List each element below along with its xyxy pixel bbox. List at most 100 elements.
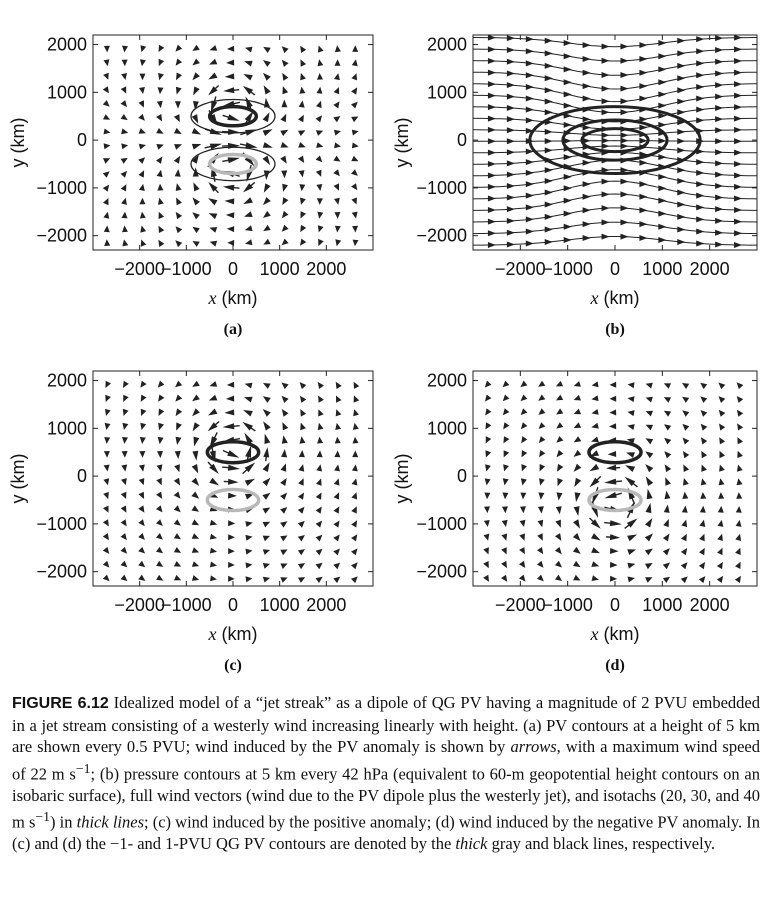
wind-vector (122, 422, 129, 430)
wind-vector (506, 46, 515, 53)
wind-vector (601, 143, 610, 150)
wind-vector (563, 210, 572, 217)
wind-vector (639, 95, 648, 102)
wind-vector (138, 100, 144, 108)
wind-vector (317, 45, 324, 53)
wind-vector (351, 464, 358, 472)
wind-vector (682, 491, 689, 499)
wind-vector (538, 394, 546, 401)
wind-vector (280, 463, 287, 472)
wind-vector (316, 464, 323, 472)
wind-vector (606, 464, 617, 471)
wind-vector (715, 82, 724, 89)
wind-vector (539, 450, 546, 458)
wind-vector (639, 151, 648, 158)
wind-vector (102, 560, 110, 568)
wind-vector (227, 450, 240, 458)
wind-vector (604, 478, 617, 485)
wind-vector (555, 519, 561, 528)
wind-vector (262, 155, 271, 166)
wind-vector (525, 228, 534, 235)
wind-vector (591, 422, 599, 429)
wind-vector (263, 46, 271, 53)
wind-vector (351, 59, 358, 67)
wind-vector (175, 240, 183, 248)
wind-vector (208, 213, 218, 220)
wind-vector (300, 422, 306, 431)
chart-b: −2000−1000 0 1000 2000200010000−1000−2000y … (392, 34, 758, 338)
wind-vector (192, 44, 200, 51)
wind-vector (333, 478, 340, 486)
y-tick-label: 0 (457, 130, 467, 150)
wind-vector (333, 548, 340, 556)
wind-arrows-c (102, 380, 360, 584)
wind-vector (352, 450, 359, 458)
wind-vector (715, 70, 724, 77)
wind-vector (140, 380, 147, 388)
wind-vector (563, 121, 572, 128)
wind-vector (591, 561, 600, 567)
wind-vector (103, 211, 110, 219)
y-tick-label: −2000 (36, 226, 87, 246)
wind-vector-shaft (231, 425, 240, 428)
wind-vector (718, 396, 726, 403)
wind-vector (677, 189, 686, 196)
wind-vector (316, 184, 323, 191)
wind-vector (244, 225, 253, 232)
wind-vector (245, 562, 253, 569)
wind-vector (681, 533, 687, 542)
wind-vector (282, 422, 289, 431)
wind-vector (682, 410, 690, 417)
wind-vector (563, 102, 572, 109)
wind-vector (539, 478, 545, 486)
wind-vector (209, 58, 218, 65)
wind-vector (582, 95, 591, 102)
wind-vector (573, 519, 580, 529)
wind-vector (281, 238, 289, 246)
wind-vector (715, 206, 724, 213)
caption-sup-1: −1 (75, 760, 91, 776)
wind-vector (138, 170, 145, 178)
wind-vector (209, 381, 218, 387)
wind-vector (333, 101, 340, 109)
wind-vector (699, 519, 706, 527)
y-tick-label: 1000 (427, 82, 467, 102)
wind-vector (639, 159, 648, 166)
x-tick-label: −2000 (495, 595, 546, 615)
wind-vector (658, 154, 667, 161)
wind-vector (677, 62, 686, 69)
wind-vector (351, 548, 358, 556)
wind-vector (715, 194, 724, 201)
wind-vector (501, 547, 507, 555)
wind-vector (122, 380, 129, 388)
wind-vector-shaft (242, 467, 250, 475)
wind-vector (121, 73, 127, 80)
wind-vector (245, 239, 253, 246)
wind-vector (192, 394, 200, 402)
wind-vector (158, 422, 164, 431)
wind-vector (353, 409, 359, 417)
x-axis-label: x (km) (590, 624, 640, 644)
wind-vector (191, 143, 202, 150)
wind-vector (582, 83, 591, 90)
wind-vector (520, 408, 528, 416)
wind-vector (209, 45, 218, 51)
wind-vector (262, 521, 271, 528)
wind-vector-shaft (222, 449, 232, 455)
wind-vector (485, 408, 492, 416)
wind-vector (121, 128, 129, 135)
wind-vector (315, 155, 323, 163)
wind-vector (138, 128, 146, 134)
wind-vector (677, 87, 686, 94)
wind-vector (351, 101, 358, 109)
wind-vector (525, 117, 534, 124)
wind-vector (699, 547, 705, 556)
wind-vector (264, 433, 271, 444)
wind-vector (658, 210, 667, 217)
wind-vector (544, 226, 553, 233)
wind-vector (573, 574, 581, 581)
wind-vector (299, 184, 306, 192)
wind-vector (544, 50, 553, 57)
wind-vector (582, 159, 591, 166)
wind-vector (262, 477, 271, 487)
